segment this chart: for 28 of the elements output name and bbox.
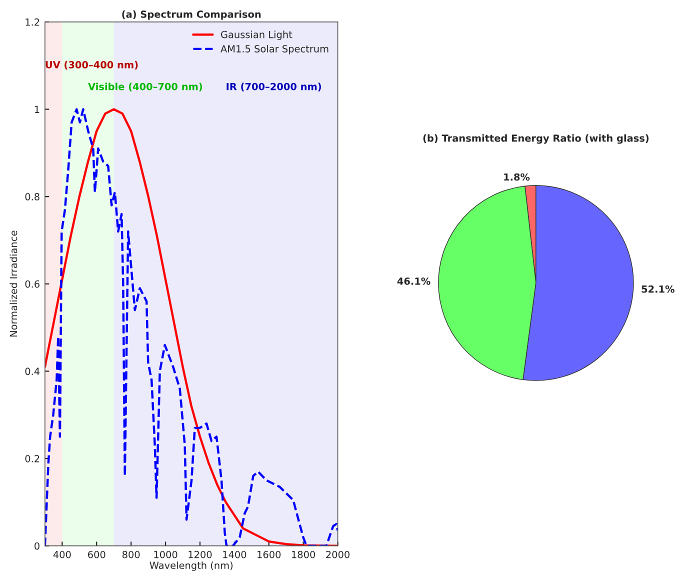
x-tick-label: 600 (88, 550, 106, 558)
chart-title: (b) Transmitted Energy Ratio (with glass) (423, 134, 649, 144)
band-label: Visible (400–700 nm) (88, 82, 202, 92)
band-label: IR (700–2000 nm) (226, 82, 321, 92)
data-label: 1.8% (504, 173, 530, 181)
band-label: UV (300–400 nm) (46, 60, 138, 70)
y-tick-label: 1 (34, 106, 40, 113)
x-tick-label: 1400 (223, 550, 246, 558)
y-tick-label: 0.4 (25, 368, 40, 376)
y-tick-label: 0.8 (25, 193, 40, 200)
data-label: 46.1% (397, 277, 430, 285)
y-axis-title: Normalized Irradiance (10, 230, 18, 337)
legend-label: Gaussian Light (221, 30, 292, 40)
x-tick-label: 1600 (258, 550, 281, 558)
x-tick-label: 800 (122, 550, 140, 558)
x-tick-label: 1000 (154, 550, 178, 558)
x-tick-label: 1800 (292, 550, 316, 558)
chart-title: (a) Spectrum Comparison (122, 10, 261, 20)
x-axis-title: Wavelength (nm) (150, 562, 233, 571)
y-tick-label: 1.2 (26, 18, 40, 26)
x-tick-label: 400 (53, 550, 71, 558)
data-label: 52.1% (642, 285, 674, 293)
x-tick-label: 1200 (188, 550, 212, 558)
y-tick-label: 0.2 (25, 455, 40, 462)
x-tick-label: 2000 (326, 550, 350, 558)
y-tick-label: 0 (34, 542, 40, 550)
y-tick-label: 0.6 (25, 280, 40, 288)
legend-label: AM1.5 Solar Spectrum (220, 44, 328, 54)
